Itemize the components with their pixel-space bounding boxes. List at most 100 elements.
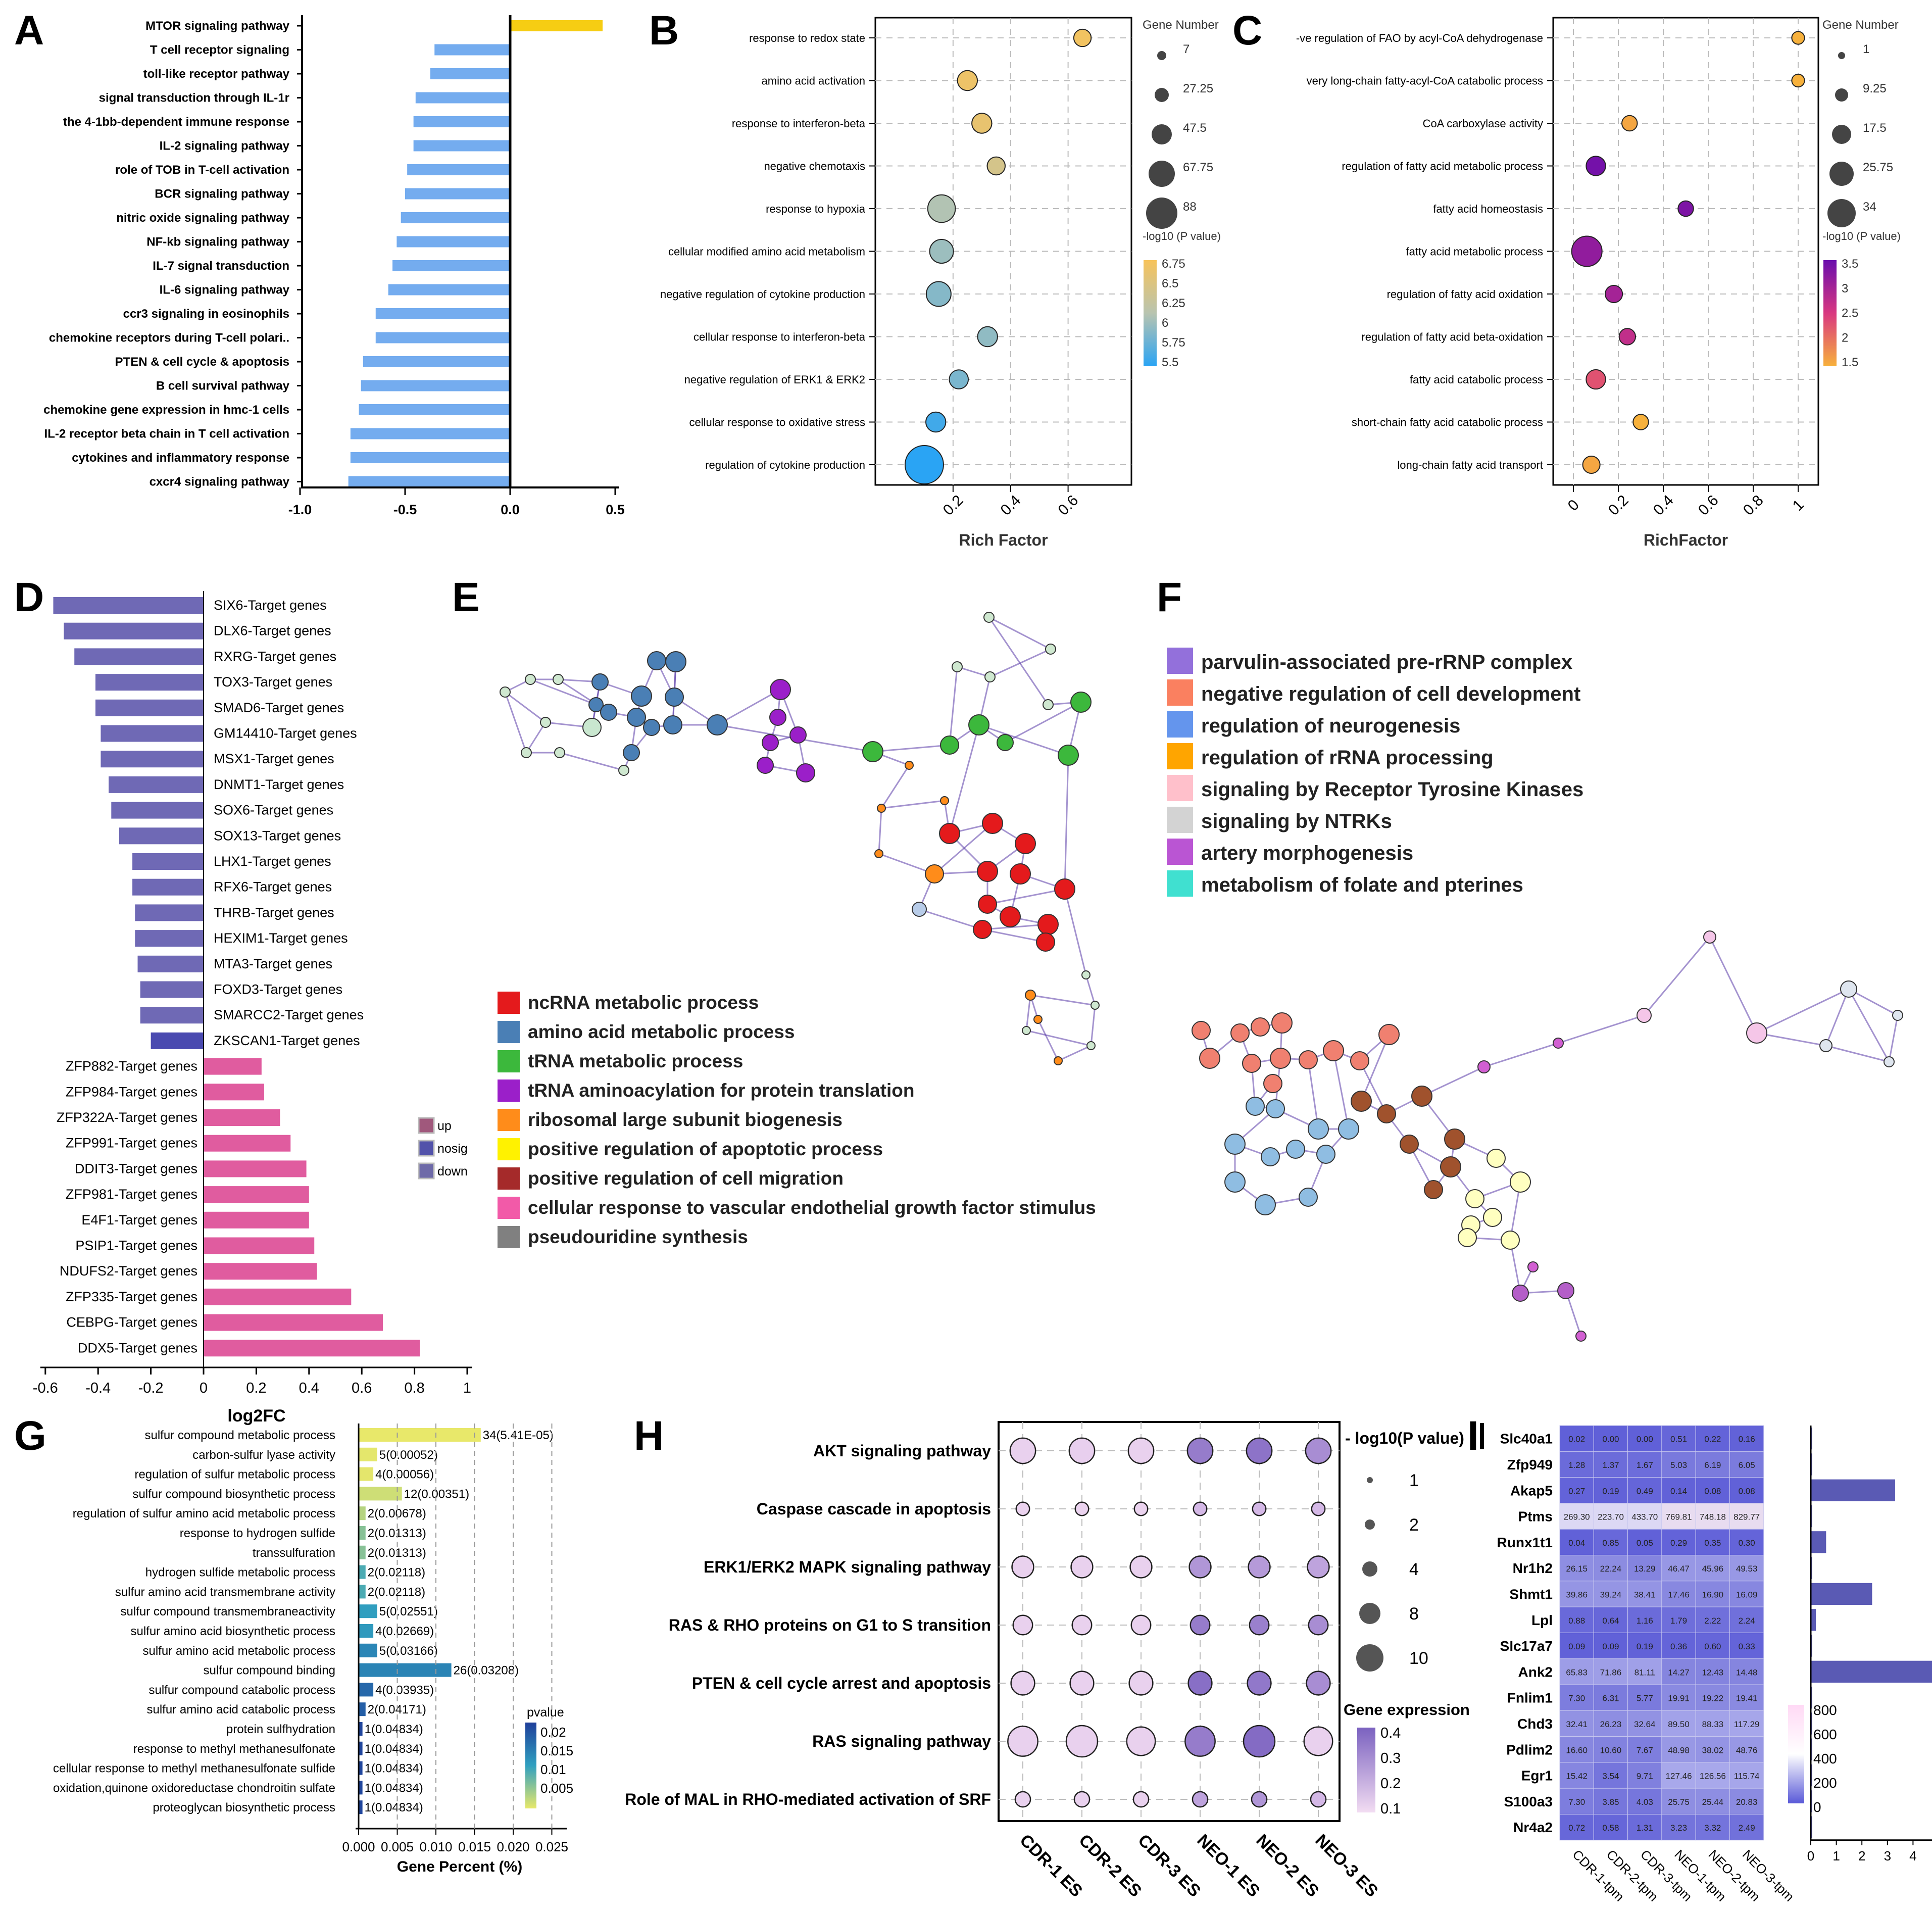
cell-value: 1.37 bbox=[1602, 1460, 1619, 1470]
x-tick-label: NEO-3 ES bbox=[1311, 1831, 1381, 1901]
legend-swatch bbox=[498, 1021, 520, 1043]
heatmap-cell bbox=[1729, 1451, 1764, 1478]
chart-b: 0.2 0.4 0.6 response to redox state amino ac… bbox=[660, 17, 1221, 549]
legend-title: pvalue bbox=[527, 1705, 564, 1720]
side-tick-label: 3 bbox=[1884, 1848, 1891, 1863]
network-node bbox=[553, 674, 564, 685]
bar bbox=[101, 751, 204, 768]
bar-label: 4(0.03935) bbox=[375, 1683, 434, 1697]
heatmap-cell bbox=[1729, 1814, 1764, 1841]
row-label: Ptms bbox=[1518, 1509, 1553, 1525]
category-label: protein sulfhydration bbox=[226, 1723, 335, 1736]
network-node bbox=[1081, 970, 1091, 979]
cell-value: 0.35 bbox=[1704, 1538, 1721, 1548]
category-label: ZFP984-Target genes bbox=[66, 1084, 197, 1099]
network-edge bbox=[1064, 755, 1069, 890]
category-label: carbon-sulfur lyase activity bbox=[192, 1448, 335, 1462]
bar bbox=[111, 802, 204, 819]
panel-label-i: I bbox=[1467, 1413, 1479, 1459]
heatmap-cell bbox=[1729, 1736, 1764, 1763]
x-tick-label: 0.2 bbox=[1605, 492, 1632, 519]
legend-label: down bbox=[437, 1164, 468, 1179]
network-node bbox=[968, 714, 989, 735]
network-node bbox=[997, 734, 1014, 751]
bubble bbox=[1007, 1726, 1038, 1757]
cell-value: 127.46 bbox=[1666, 1772, 1692, 1781]
network-edge bbox=[1037, 1019, 1059, 1061]
size-legend-label: 4 bbox=[1409, 1560, 1419, 1579]
category-label: regulation of fatty acid beta-oxidation bbox=[1361, 331, 1543, 343]
bar bbox=[359, 1526, 366, 1540]
cell-value: 0.00 bbox=[1637, 1435, 1653, 1444]
category-label: sulfur compound metabolic process bbox=[144, 1429, 335, 1442]
category-label: ZFP335-Target genes bbox=[66, 1289, 197, 1304]
network-node bbox=[1458, 1228, 1477, 1247]
x-tick-label: 0.020 bbox=[497, 1839, 529, 1854]
category-label: AKT signaling pathway bbox=[813, 1442, 991, 1460]
cell-value: 3.32 bbox=[1704, 1823, 1721, 1833]
cell-value: 0.30 bbox=[1739, 1538, 1755, 1548]
network-node bbox=[1058, 745, 1079, 766]
cell-value: 32.41 bbox=[1566, 1720, 1588, 1729]
size-legend-label: 9.25 bbox=[1863, 82, 1887, 95]
size-legend-label: 1 bbox=[1409, 1471, 1419, 1490]
bar bbox=[204, 1237, 315, 1254]
network-edge bbox=[559, 752, 624, 771]
cell-value: 26.23 bbox=[1600, 1720, 1622, 1729]
category-label: sulfur compound biosynthetic process bbox=[132, 1487, 335, 1501]
x-tick-label: 1 bbox=[1790, 497, 1807, 514]
x-axis-title: Rich Factor bbox=[959, 531, 1048, 549]
heatmap-cell bbox=[1559, 1555, 1594, 1582]
category-label: nitric oxide signaling pathway bbox=[116, 211, 289, 225]
x-tick-label: -0.6 bbox=[33, 1380, 58, 1396]
network-edge bbox=[919, 908, 983, 930]
cell-value: 5.77 bbox=[1637, 1694, 1653, 1703]
category-label: negative chemotaxis bbox=[764, 160, 865, 173]
network-node bbox=[623, 744, 640, 761]
size-legend-label: 7 bbox=[1183, 42, 1190, 56]
network-node bbox=[627, 708, 646, 727]
category-label: MTOR signaling pathway bbox=[145, 19, 290, 33]
cell-value: 9.71 bbox=[1637, 1772, 1653, 1781]
size-legend-label: 47.5 bbox=[1183, 121, 1207, 135]
bar bbox=[359, 1702, 366, 1716]
color-legend-title: Gene expression bbox=[1344, 1701, 1470, 1719]
size-legend-dot bbox=[1157, 51, 1166, 60]
cell-value: 16.09 bbox=[1736, 1590, 1758, 1599]
bubble bbox=[1677, 200, 1694, 217]
cell-value: 2.49 bbox=[1739, 1823, 1755, 1833]
network-node bbox=[770, 679, 791, 700]
network-node bbox=[1323, 1040, 1344, 1061]
cell-value: 16.90 bbox=[1702, 1590, 1724, 1599]
color-legend-title: -log10 (P value) bbox=[1143, 230, 1221, 242]
bubble bbox=[1791, 73, 1805, 88]
size-legend-dot bbox=[1838, 52, 1845, 59]
bubble bbox=[1582, 455, 1601, 474]
bubble bbox=[1014, 1791, 1031, 1808]
cell-value: 0.19 bbox=[1637, 1642, 1653, 1651]
cell-value: 38.02 bbox=[1702, 1745, 1724, 1755]
bubble bbox=[1303, 1726, 1333, 1756]
bubble bbox=[1070, 1555, 1094, 1579]
cell-value: 0.16 bbox=[1739, 1435, 1755, 1444]
network-edge bbox=[1005, 701, 1081, 744]
cell-value: 19.91 bbox=[1668, 1694, 1690, 1703]
bar bbox=[350, 428, 510, 439]
network-node bbox=[789, 726, 807, 744]
size-legend-dot bbox=[1367, 1477, 1373, 1483]
network-edge bbox=[988, 616, 1051, 650]
network-node bbox=[1230, 1023, 1250, 1043]
side-tick-label: 1 bbox=[1832, 1848, 1840, 1863]
heatmap-cell bbox=[1729, 1762, 1764, 1789]
network-node bbox=[1527, 1261, 1539, 1272]
bar bbox=[204, 1288, 352, 1305]
x-axis-title: log2FC bbox=[227, 1406, 285, 1426]
network-edge bbox=[504, 692, 527, 753]
category-label: LHX1-Target genes bbox=[214, 854, 331, 869]
category-label: chemokine receptors during T-cell polari… bbox=[49, 331, 289, 345]
cell-value: 13.29 bbox=[1634, 1564, 1656, 1574]
bar bbox=[359, 1722, 363, 1736]
bubble bbox=[1311, 1501, 1326, 1516]
heatmap-cell bbox=[1661, 1736, 1696, 1763]
x-tick-label: 0.010 bbox=[419, 1839, 452, 1854]
